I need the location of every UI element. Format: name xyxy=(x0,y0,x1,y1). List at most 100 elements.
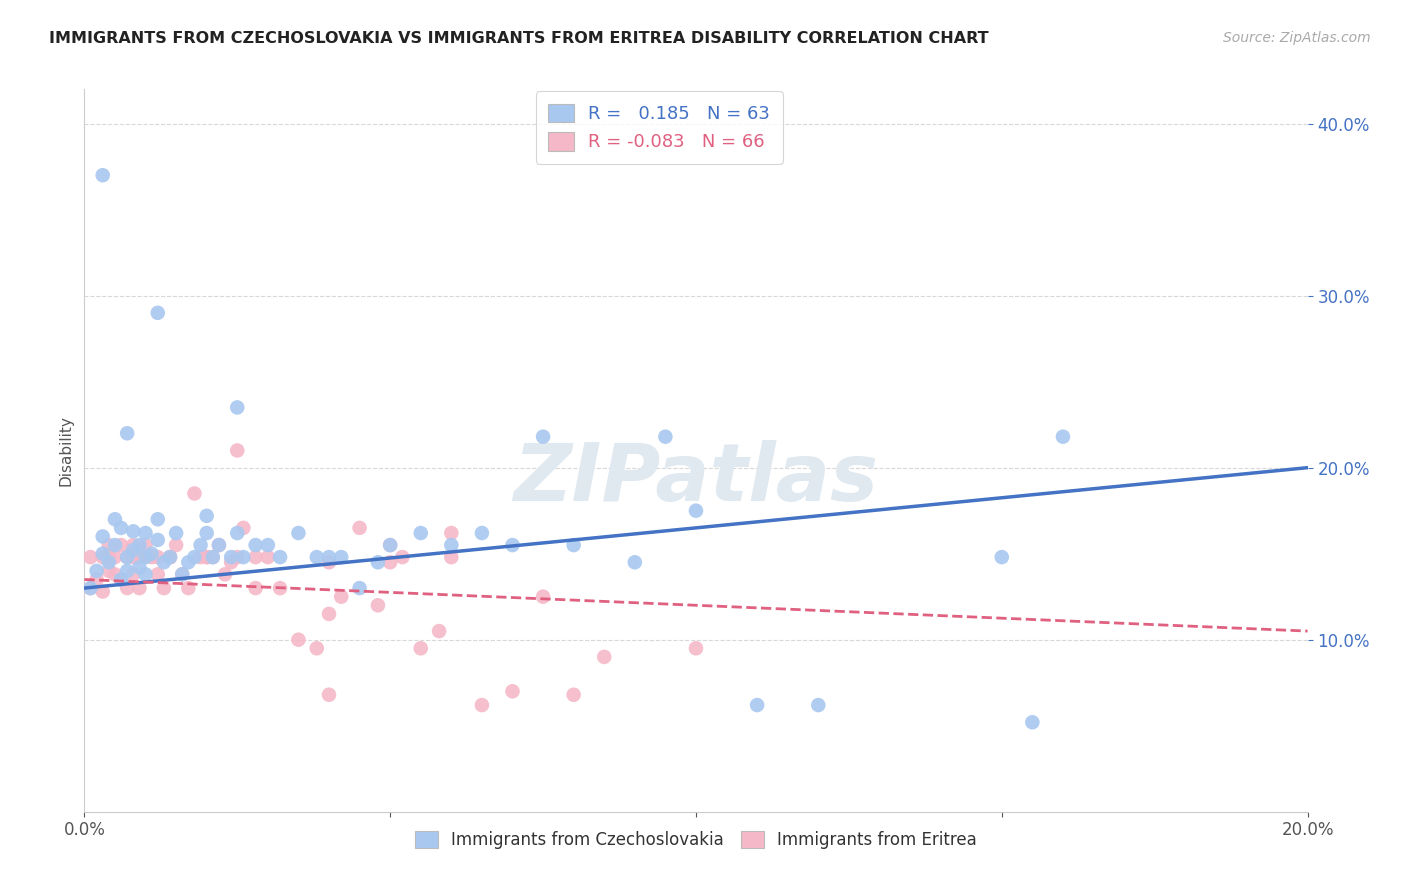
Point xyxy=(654,430,676,444)
Point xyxy=(219,555,242,569)
Point xyxy=(104,550,127,565)
Point xyxy=(208,538,231,552)
Point xyxy=(531,430,554,444)
Point xyxy=(502,538,524,552)
Point xyxy=(440,550,463,565)
Point xyxy=(562,688,585,702)
Point xyxy=(141,547,163,561)
Point xyxy=(128,581,150,595)
Point xyxy=(128,560,150,574)
Y-axis label: Disability: Disability xyxy=(58,415,73,486)
Point xyxy=(159,550,181,565)
Point xyxy=(165,526,187,541)
Point xyxy=(104,512,127,526)
Point xyxy=(991,550,1014,565)
Point xyxy=(245,550,267,565)
Point xyxy=(86,564,108,578)
Point xyxy=(226,550,249,565)
Point xyxy=(135,550,157,565)
Point xyxy=(159,550,181,565)
Point xyxy=(153,581,176,595)
Point xyxy=(110,538,132,552)
Point xyxy=(1021,715,1043,730)
Point xyxy=(367,599,389,613)
Point xyxy=(97,564,120,578)
Point xyxy=(146,550,169,565)
Point xyxy=(380,555,402,569)
Point xyxy=(115,426,138,441)
Point xyxy=(177,555,200,569)
Point xyxy=(318,688,340,702)
Point xyxy=(172,567,194,582)
Point xyxy=(183,486,205,500)
Point xyxy=(219,550,242,565)
Point xyxy=(97,550,120,565)
Point xyxy=(349,581,371,595)
Point xyxy=(245,581,267,595)
Point xyxy=(122,543,145,558)
Point xyxy=(190,538,212,552)
Point xyxy=(226,401,249,415)
Point xyxy=(110,573,132,587)
Point xyxy=(97,538,120,552)
Point xyxy=(146,567,169,582)
Point xyxy=(128,550,150,565)
Point xyxy=(195,508,218,523)
Point xyxy=(367,555,389,569)
Point xyxy=(172,567,194,582)
Point xyxy=(91,550,114,565)
Point xyxy=(110,573,132,587)
Point xyxy=(79,581,101,595)
Point xyxy=(79,581,101,595)
Point xyxy=(91,547,114,561)
Point xyxy=(122,550,145,565)
Point xyxy=(195,550,218,565)
Point xyxy=(146,512,169,526)
Point xyxy=(141,550,163,565)
Point xyxy=(122,567,145,582)
Point xyxy=(104,538,127,552)
Point xyxy=(349,521,371,535)
Point xyxy=(593,649,616,664)
Point xyxy=(159,550,181,565)
Point xyxy=(305,641,328,656)
Point xyxy=(257,538,280,552)
Point xyxy=(177,581,200,595)
Point xyxy=(135,550,157,565)
Point xyxy=(91,529,114,543)
Point xyxy=(471,526,494,541)
Point xyxy=(318,555,340,569)
Point xyxy=(380,538,402,552)
Point xyxy=(440,526,463,541)
Point xyxy=(232,550,254,565)
Point xyxy=(471,698,494,712)
Point xyxy=(91,584,114,599)
Point xyxy=(391,550,413,565)
Point xyxy=(135,526,157,541)
Point xyxy=(122,524,145,539)
Point xyxy=(330,550,353,565)
Point xyxy=(97,555,120,569)
Point xyxy=(427,624,450,639)
Point xyxy=(195,526,218,541)
Point xyxy=(226,443,249,458)
Point xyxy=(409,641,432,656)
Point xyxy=(269,581,291,595)
Point xyxy=(531,590,554,604)
Point xyxy=(232,521,254,535)
Point xyxy=(624,555,647,569)
Point xyxy=(305,550,328,565)
Point xyxy=(226,526,249,541)
Point xyxy=(190,550,212,565)
Point xyxy=(269,550,291,565)
Point xyxy=(562,538,585,552)
Point xyxy=(153,555,176,569)
Point xyxy=(110,521,132,535)
Point xyxy=(135,567,157,582)
Point xyxy=(502,684,524,698)
Point xyxy=(115,581,138,595)
Point xyxy=(685,503,707,517)
Point xyxy=(201,550,224,565)
Point xyxy=(318,607,340,621)
Point xyxy=(257,550,280,565)
